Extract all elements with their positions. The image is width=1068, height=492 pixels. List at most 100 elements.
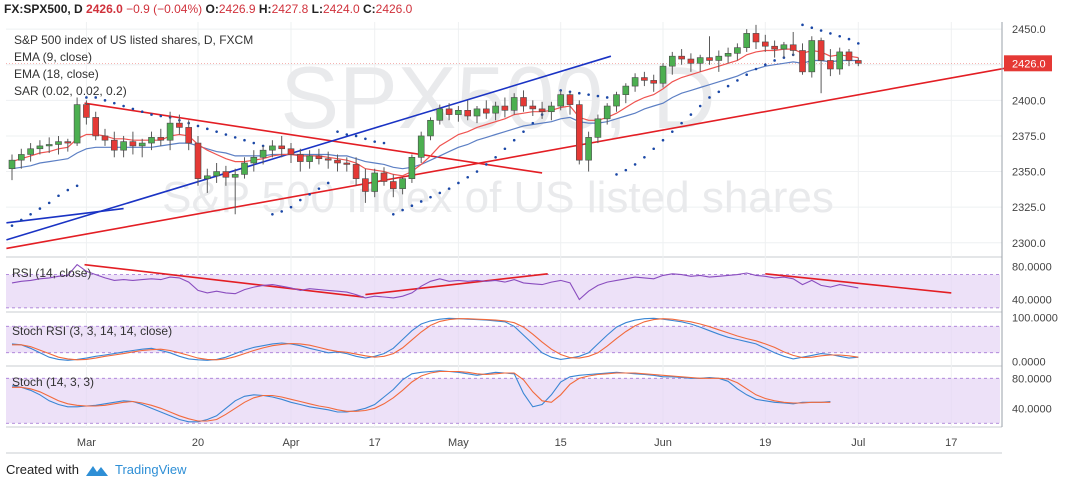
candle-body: [836, 51, 844, 70]
legend-ema18[interactable]: EMA (18, close): [14, 67, 99, 81]
candle-body: [724, 53, 732, 57]
candle-body: [241, 162, 248, 175]
x-tick-label: 19: [759, 437, 771, 449]
candle-body: [92, 117, 99, 137]
close-label: C:: [362, 2, 376, 16]
open-label: O:: [205, 2, 219, 16]
candle-body: [36, 145, 44, 150]
sar-dot: [847, 37, 851, 41]
candle-body: [324, 158, 332, 161]
overbought-oversold-band: [6, 326, 1000, 353]
candle-body: [529, 105, 537, 110]
sar-dot: [485, 163, 488, 166]
sar-dot: [475, 170, 479, 173]
channel-lower-line: [6, 207, 124, 224]
stochrsi-label[interactable]: Stoch RSI (3, 3, 14, 14, close): [12, 324, 173, 338]
candle-body: [445, 108, 453, 115]
stoch-d-line: [12, 370, 831, 422]
rsi-line: [11, 263, 859, 301]
sar-dot: [382, 141, 386, 145]
candle-body: [250, 157, 258, 164]
candle-body: [492, 105, 499, 114]
candle-body: [427, 119, 434, 137]
candle-body: [111, 139, 118, 151]
candle-body: [138, 142, 146, 147]
candle-body: [827, 60, 834, 70]
sar-dot: [308, 193, 311, 196]
legend-title[interactable]: S&P 500 index of US listed shares, D, FX…: [14, 33, 254, 47]
candle-body: [343, 162, 351, 165]
watermark-small: S&P 500 index of US listed shares: [162, 173, 834, 222]
candle-body: [278, 145, 286, 150]
sar-dot: [419, 200, 423, 203]
sar-dot: [392, 212, 395, 216]
candle-body: [371, 172, 379, 192]
tradingview-logo-icon[interactable]: [85, 463, 109, 477]
sar-dot: [447, 187, 451, 190]
sar-dot: [131, 107, 135, 111]
sar-dot: [224, 133, 228, 136]
sar-dot: [810, 26, 814, 29]
sar-dot: [726, 84, 730, 88]
sar-dot: [122, 104, 125, 108]
tradingview-link[interactable]: TradingView: [114, 462, 187, 477]
candle-body: [557, 94, 565, 107]
legend-ema9[interactable]: EMA (9, close): [14, 50, 93, 64]
legend-sar[interactable]: SAR (0.02, 0.02, 0.2): [14, 84, 127, 98]
sar-dot: [801, 23, 804, 27]
y-tick-label: 40.0000: [1012, 295, 1052, 307]
sar-dot: [336, 130, 339, 133]
sar-dot: [457, 181, 460, 185]
candle-body: [45, 144, 53, 147]
candle-body: [315, 155, 323, 160]
sar-dot: [29, 212, 32, 216]
sar-dot: [140, 110, 144, 114]
sar-dot: [829, 32, 832, 35]
candle-body: [854, 60, 862, 64]
rsi-support-line: [365, 272, 548, 296]
sar-dot: [717, 90, 721, 94]
stoch-label[interactable]: Stoch (14, 3, 3): [12, 375, 95, 389]
sar-dot: [75, 184, 79, 188]
candle-body: [296, 154, 304, 162]
candle-body: [73, 104, 81, 144]
sar-dot: [568, 90, 572, 94]
rsi-label[interactable]: RSI (14, close): [12, 266, 92, 280]
candle-body: [799, 50, 806, 73]
candle-body: [510, 97, 518, 111]
sar-dot: [698, 104, 702, 108]
sar-dot: [10, 224, 14, 227]
y-tick-label: 2350.0: [1012, 167, 1046, 179]
sar-dot: [113, 101, 116, 105]
x-tick-label: Apr: [282, 437, 299, 449]
candle-body: [622, 85, 630, 95]
sar-dot: [57, 194, 60, 198]
x-tick-label: 17: [369, 437, 381, 449]
candle-body: [352, 164, 360, 179]
sar-dot: [326, 181, 330, 185]
candle-body: [687, 58, 695, 64]
candle-body: [650, 80, 658, 84]
sar-dot: [671, 130, 674, 133]
high-label: H:: [258, 2, 272, 16]
symbol-label[interactable]: FX:SPX500, D: [4, 2, 83, 16]
x-tick-label: Jun: [654, 437, 672, 449]
sar-dot: [150, 113, 153, 116]
sar-dot: [466, 175, 470, 179]
sar-dot: [857, 42, 860, 45]
sar-dot: [364, 137, 367, 141]
candle-body: [482, 108, 490, 114]
axes: Mar 20 Apr 17 May 15 Jun 19 Jul 17 2300.0 2325.0 235…: [6, 22, 1058, 454]
candle-body: [185, 127, 192, 144]
sar-dot: [819, 29, 823, 32]
candle-body: [334, 159, 341, 164]
y-tick-label: 0.0000: [1012, 357, 1046, 369]
last-price-label: 2426.0: [1012, 58, 1046, 70]
candle-body: [631, 77, 639, 87]
sar-dot: [652, 147, 655, 151]
candle-body: [17, 154, 25, 161]
sar-dot: [633, 163, 637, 166]
candle-body: [129, 141, 137, 147]
candle-body: [436, 108, 444, 121]
sar-dot: [280, 210, 284, 213]
